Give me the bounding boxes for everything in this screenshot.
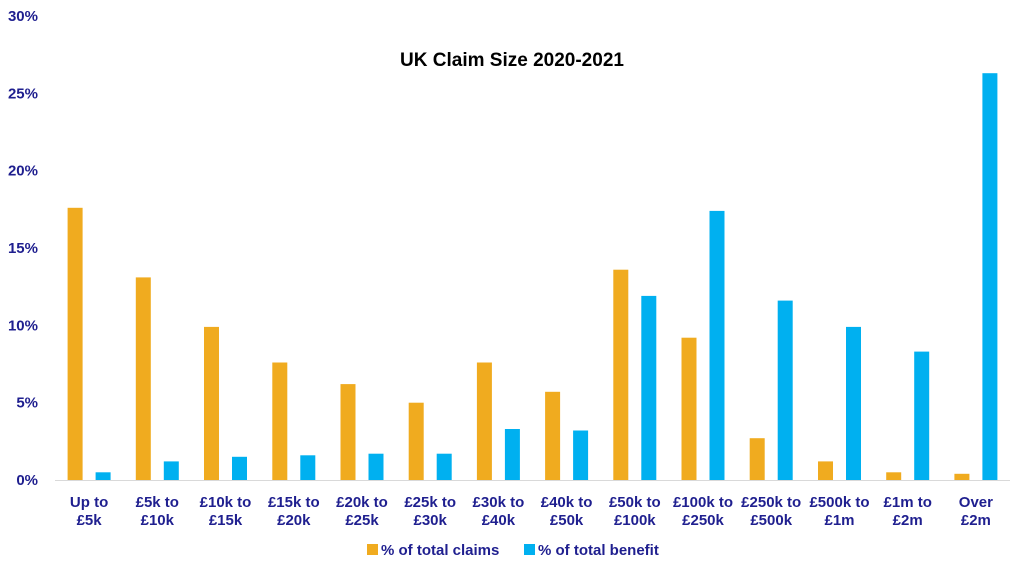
x-tick-label: £500k to £1m bbox=[809, 494, 869, 529]
bar-claims-10 bbox=[749, 438, 765, 480]
bar-benefit-13 bbox=[982, 73, 998, 480]
x-tick-label: £40k to £50k bbox=[541, 494, 593, 529]
x-tick-label: Up to £5k bbox=[70, 494, 108, 529]
bar-benefit-0 bbox=[95, 472, 111, 480]
chart-title: UK Claim Size 2020-2021 bbox=[400, 50, 624, 71]
y-tick-label: 25% bbox=[8, 85, 38, 102]
x-tick-label-line: £50k bbox=[550, 512, 584, 529]
bar-claims-9 bbox=[681, 337, 697, 480]
y-tick-label: 0% bbox=[16, 472, 38, 489]
x-tick-label: £30k to £40k bbox=[473, 494, 525, 529]
legend-label-benefit: % of total benefit bbox=[538, 542, 659, 559]
bar-benefit-1 bbox=[163, 461, 179, 480]
y-tick-label: 15% bbox=[8, 240, 38, 257]
bar-benefit-2 bbox=[232, 456, 247, 480]
x-tick-label-line: £25k to bbox=[404, 494, 456, 511]
x-tick-label: £10k to £15k bbox=[200, 494, 252, 529]
bar-benefit-9 bbox=[709, 210, 725, 480]
legend-swatch-claims bbox=[367, 544, 378, 555]
bar-claims-1 bbox=[135, 277, 151, 480]
x-tick-label-line: £30k bbox=[414, 512, 448, 529]
y-tick-label: 10% bbox=[8, 317, 38, 334]
x-tick-label-line: £5k bbox=[77, 512, 103, 529]
x-tick-label-line: £15k to bbox=[268, 494, 320, 511]
bar-benefit-8 bbox=[641, 295, 657, 480]
x-tick-label-line: £10k bbox=[141, 512, 175, 529]
bar-benefit-7 bbox=[573, 430, 589, 480]
x-tick-label-line: £2m bbox=[893, 512, 923, 529]
x-tick-label-line: £30k to bbox=[473, 494, 525, 511]
x-tick-label-line: £1m to bbox=[884, 494, 932, 511]
x-tick-label-line: £1m bbox=[824, 512, 854, 529]
x-tick-label: £15k to £20k bbox=[268, 494, 320, 529]
x-tick-label-line: Over bbox=[959, 494, 993, 511]
x-tick-label-line: £5k to bbox=[136, 494, 179, 511]
x-tick-label: £250k to £500k bbox=[741, 494, 801, 529]
x-tick-label-line: £250k bbox=[682, 512, 724, 529]
x-tick-label-line: £500k bbox=[750, 512, 792, 529]
x-tick-label-line: £250k to bbox=[741, 494, 801, 511]
x-tick-label-line: £10k to bbox=[200, 494, 252, 511]
y-tick-label: 5% bbox=[16, 395, 38, 412]
bar-claims-3 bbox=[272, 362, 288, 480]
x-tick-label-line: £50k to bbox=[609, 494, 661, 511]
x-tick-label-line: £500k to bbox=[809, 494, 869, 511]
bar-claims-4 bbox=[340, 384, 356, 480]
x-tick-label-line: £20k bbox=[277, 512, 311, 529]
bar-claims-6 bbox=[476, 362, 492, 480]
x-tick-label: £50k to £100k bbox=[609, 494, 661, 529]
bar-claims-2 bbox=[204, 326, 219, 480]
legend-label-claims: % of total claims bbox=[381, 542, 499, 559]
bar-benefit-10 bbox=[777, 300, 793, 480]
legend: % of total claims % of total benefit bbox=[367, 542, 659, 559]
bar-claims-7 bbox=[545, 391, 561, 480]
bar-claims-8 bbox=[613, 269, 629, 480]
x-tick-label: £5k to £10k bbox=[136, 494, 179, 529]
bar-benefit-11 bbox=[846, 326, 861, 480]
bar-benefit-3 bbox=[300, 455, 316, 480]
bars-group bbox=[67, 73, 998, 481]
x-tick-label-line: £25k bbox=[345, 512, 379, 529]
x-tick-label-line: £20k to bbox=[336, 494, 388, 511]
bar-claims-13 bbox=[954, 473, 970, 480]
bar-claims-12 bbox=[886, 472, 902, 480]
x-tick-label-line: Up to bbox=[70, 494, 108, 511]
x-tick-label-line: £100k to bbox=[673, 494, 733, 511]
x-tick-label: £1m to £2m bbox=[884, 494, 932, 529]
x-tick-label: Over £2m bbox=[959, 494, 993, 529]
bar-claims-0 bbox=[67, 207, 83, 481]
y-axis-ticks: 0% 5% 10% 15% 20% 25% 30% bbox=[8, 8, 38, 489]
x-tick-label: £25k to £30k bbox=[404, 494, 456, 529]
x-tick-label-line: £100k bbox=[614, 512, 656, 529]
bar-claims-5 bbox=[408, 402, 424, 480]
x-tick-label-line: £15k bbox=[209, 512, 243, 529]
x-axis-ticks: Up to £5k£5k to £10k£10k to £15k£15k to £20k… bbox=[70, 494, 993, 529]
y-tick-label: 30% bbox=[8, 8, 38, 25]
x-tick-label-line: £40k to bbox=[541, 494, 593, 511]
bar-benefit-5 bbox=[436, 453, 452, 480]
bar-benefit-4 bbox=[368, 453, 384, 480]
legend-swatch-benefit bbox=[524, 544, 535, 555]
x-tick-label: £20k to £25k bbox=[336, 494, 388, 529]
y-tick-label: 20% bbox=[8, 163, 38, 180]
x-tick-label: £100k to £250k bbox=[673, 494, 733, 529]
x-tick-label-line: £40k bbox=[482, 512, 516, 529]
bar-benefit-12 bbox=[914, 351, 930, 480]
bar-claims-11 bbox=[818, 461, 833, 480]
x-tick-label-line: £2m bbox=[961, 512, 991, 529]
bar-benefit-6 bbox=[504, 429, 520, 480]
